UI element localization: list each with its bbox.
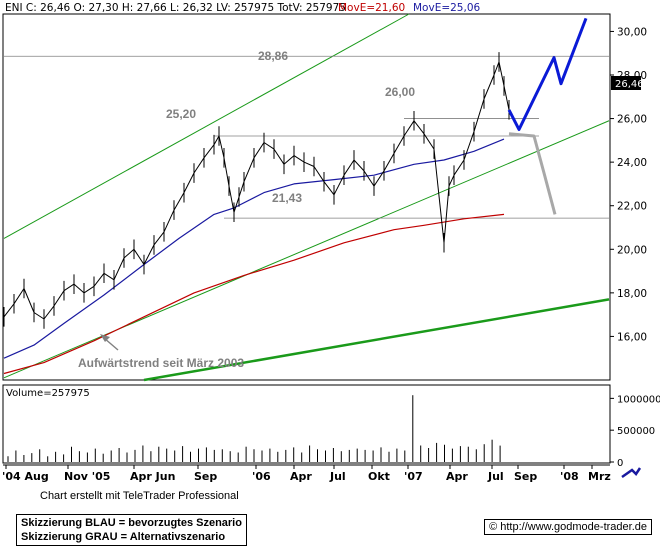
x-tick-label: Jul	[329, 470, 346, 483]
volume-tick-label: 0	[617, 458, 623, 469]
x-tick-label: '07	[404, 470, 423, 483]
x-tick-label: Mrz	[588, 470, 611, 483]
header-move-21: MovE=21,60	[338, 2, 405, 14]
series-ma-long	[3, 138, 505, 359]
x-tick-label: '06	[252, 470, 271, 483]
chart-credit: Chart erstellt mit TeleTrader Profession…	[40, 490, 239, 502]
header-move-25: MovE=25,06	[413, 2, 481, 14]
trend-upper	[3, 13, 410, 239]
x-tick-label: Apr	[290, 470, 312, 483]
y-tick-label: 18,00	[617, 288, 647, 300]
series-ma-short	[3, 213, 505, 375]
y-tick-label: 26,00	[617, 114, 647, 126]
x-tick-label: '08	[560, 470, 579, 483]
trend-annotation: Aufwärtstrend seit März 2003	[78, 356, 244, 370]
level-lines	[4, 55, 609, 219]
price-panel-frame	[2, 13, 611, 381]
volume-axis: 1000000 500000 0	[610, 394, 660, 469]
x-tick-label: Sep	[514, 470, 537, 483]
y-tick-label: 20,00	[617, 244, 647, 256]
series-blue-scenario	[507, 17, 588, 131]
series-layer	[3, 17, 588, 375]
legend-box: Skizzierung BLAU = bevorzugtes Szenario …	[16, 514, 247, 546]
current-price-tag-box	[611, 76, 641, 90]
level-label-2520: 25,20	[166, 107, 196, 121]
legend-blue: Skizzierung BLAU = bevorzugtes Szenario	[21, 517, 242, 529]
volume-tick-label: 500000	[617, 426, 655, 437]
x-tick-label: Nov '05	[64, 470, 110, 483]
legend-grey: Skizzierung GRAU = Alternativszenario	[21, 531, 226, 543]
volume-panel-frame	[2, 384, 611, 464]
volume-tick-label: 1000000	[617, 394, 660, 405]
x-tick-label: Okt	[368, 470, 390, 483]
y-tick-label: 24,00	[617, 157, 647, 169]
annotation-arrow-head	[100, 334, 110, 342]
teletrader-logo-icon	[614, 466, 644, 480]
volume-bars	[7, 395, 501, 462]
x-tick-label: '04 Aug	[2, 470, 49, 483]
trend-main	[143, 298, 610, 382]
level-label-2886: 28,86	[258, 49, 288, 63]
series-grey-scenario	[508, 132, 557, 215]
x-tick-label: Sep	[194, 470, 217, 483]
level-label-2143: 21,43	[272, 191, 302, 205]
x-tick-label: Apr	[446, 470, 468, 483]
current-price-tag: 26,46	[615, 79, 644, 90]
x-tick-label: Apr Jun	[130, 470, 175, 483]
volume-label: Volume=257975	[6, 388, 90, 399]
y-tick-label: 30,00	[617, 26, 647, 38]
level-label-2600: 26,00	[385, 85, 415, 99]
x-axis: '04 Aug Nov '05 Apr Jun Sep '06 Apr Jul Okt '07 A…	[2, 465, 611, 483]
site-link[interactable]: © http://www.godmode-trader.de	[484, 519, 652, 535]
y-tick-label: 22,00	[617, 201, 647, 213]
x-tick-label: Jul	[487, 470, 504, 483]
header-symbol-line: ENI C: 26,46 O: 27,30 H: 27,66 L: 26,32 …	[5, 2, 346, 14]
y-tick-label: 16,00	[617, 331, 647, 343]
